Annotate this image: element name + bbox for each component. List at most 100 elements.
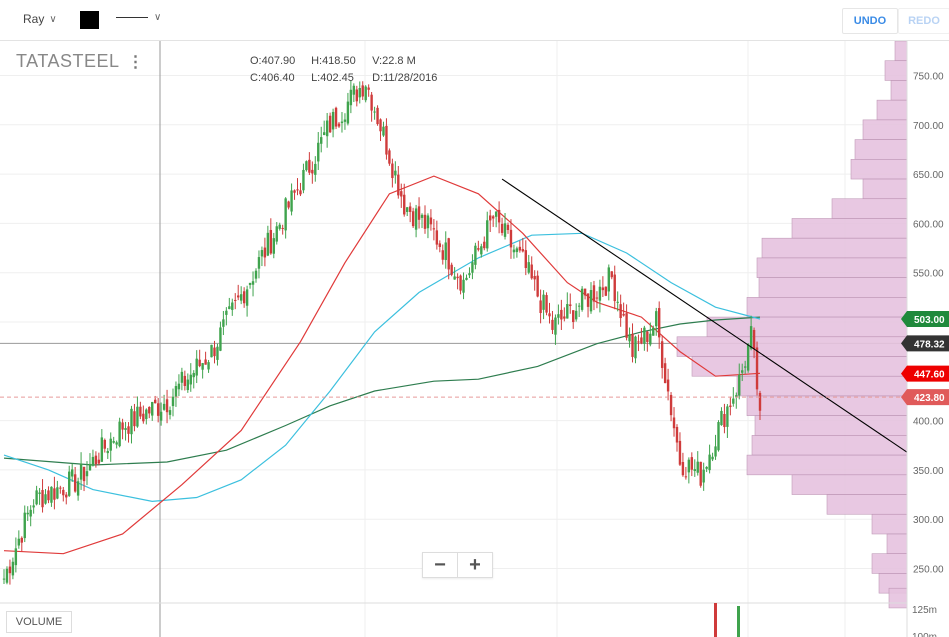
candle-body — [133, 411, 136, 427]
candle-body — [260, 250, 264, 257]
candle-body — [11, 561, 15, 576]
volume-profile-bar — [831, 198, 908, 219]
candle-body — [687, 459, 691, 473]
candle-body — [512, 249, 516, 253]
candle-body — [714, 446, 717, 457]
candle-body — [729, 405, 732, 407]
candle-body — [281, 227, 284, 229]
candle-body — [625, 313, 628, 338]
candle-body — [572, 310, 575, 323]
volume-profile-bar — [890, 80, 908, 101]
symbol-header: TATASTEEL ⋮ — [16, 51, 144, 72]
price-label-tag — [901, 335, 949, 352]
candle-body — [441, 250, 444, 260]
candle-body — [397, 174, 400, 196]
candle-body — [343, 119, 347, 122]
candle-body — [44, 494, 47, 504]
candle-body — [735, 395, 738, 398]
candle-body — [462, 279, 465, 293]
candle-body — [204, 359, 207, 365]
drawing-tool-select[interactable]: Ray ∨ — [23, 12, 57, 26]
candle-body — [201, 363, 204, 370]
volume-pane-label[interactable]: VOLUME — [6, 611, 72, 633]
candle-body — [524, 250, 527, 269]
candle-body — [595, 297, 599, 299]
open-label: O: — [250, 55, 262, 67]
candle-body — [278, 224, 281, 229]
ohlc-legend: O:407.90 H:418.50 V:22.8 M C:406.40 L:40… — [250, 53, 437, 87]
candle-body — [305, 161, 308, 171]
candle-body — [35, 490, 38, 505]
candle-body — [272, 238, 275, 254]
candle-body — [566, 304, 569, 319]
candle-body — [14, 548, 18, 566]
volume-profile-bar — [854, 139, 908, 160]
candle-body — [293, 190, 296, 193]
candle-body — [91, 456, 95, 466]
candle-body — [666, 379, 670, 392]
candle-body — [32, 505, 35, 508]
volume-profile-bar — [850, 159, 908, 180]
candle-body — [385, 125, 388, 155]
more-options-icon[interactable]: ⋮ — [127, 53, 145, 71]
candle-body — [518, 246, 522, 251]
volume-profile-bar — [756, 257, 908, 278]
candle-body — [708, 454, 711, 471]
candle-body — [325, 120, 329, 137]
y-tick-label: 600.00 — [913, 219, 944, 230]
zoom-controls: − + — [422, 552, 493, 578]
redo-button[interactable]: REDO — [898, 8, 949, 34]
candle-body — [732, 398, 735, 404]
zoom-out-button[interactable]: − — [434, 554, 446, 576]
candle-body — [542, 294, 545, 310]
candle-body — [284, 198, 287, 231]
volume-value: 22.8 M — [382, 55, 416, 67]
undo-button[interactable]: UNDO — [842, 8, 898, 34]
candle-body — [646, 331, 649, 342]
candle-body — [628, 334, 631, 342]
candle-body — [634, 336, 637, 359]
candle-body — [622, 313, 625, 316]
candle-body — [376, 107, 379, 125]
zoom-in-button[interactable]: + — [457, 553, 492, 577]
candle-body — [151, 401, 154, 416]
volume-bar — [737, 606, 740, 637]
candle-body — [367, 87, 370, 90]
candle-body — [320, 137, 323, 144]
candle-body — [583, 288, 587, 296]
price-chart[interactable]: 750.00700.00650.00600.00550.00500.00400.… — [0, 41, 949, 637]
candle-body — [557, 314, 560, 318]
volume-profile-bar — [691, 356, 908, 377]
candle-body — [65, 494, 68, 498]
volume-profile-bar — [758, 277, 908, 298]
candle-body — [755, 347, 759, 390]
candle-body — [503, 223, 507, 237]
color-swatch-button[interactable] — [80, 11, 99, 29]
close-value: 406.40 — [261, 72, 295, 84]
candle-body — [228, 306, 231, 310]
candle-body — [248, 282, 252, 285]
y-tick-label: 750.00 — [913, 72, 944, 83]
candle-body — [388, 150, 391, 164]
y-tick-label: 400.00 — [913, 417, 944, 428]
volume-label-short: V: — [372, 55, 383, 67]
volume-profile-bar — [751, 435, 908, 456]
candle-body — [741, 370, 744, 373]
candle-body — [219, 327, 222, 351]
candle-body — [210, 344, 213, 358]
candle-body — [391, 163, 394, 179]
candle-body — [331, 111, 335, 130]
symbol-name: TATASTEEL — [16, 51, 120, 71]
candle-body — [684, 476, 688, 478]
candle-body — [263, 247, 267, 258]
candle-body — [533, 276, 536, 280]
candle-body — [450, 264, 453, 275]
candle-body — [373, 111, 376, 113]
chevron-down-icon: ∨ — [49, 13, 57, 25]
line-style-select[interactable]: ∨ — [116, 12, 161, 23]
candle-body — [225, 310, 228, 315]
y-tick-label: 250.00 — [913, 564, 944, 575]
candle-body — [145, 409, 148, 420]
candle-body — [47, 490, 50, 501]
close-label: C: — [250, 72, 261, 84]
